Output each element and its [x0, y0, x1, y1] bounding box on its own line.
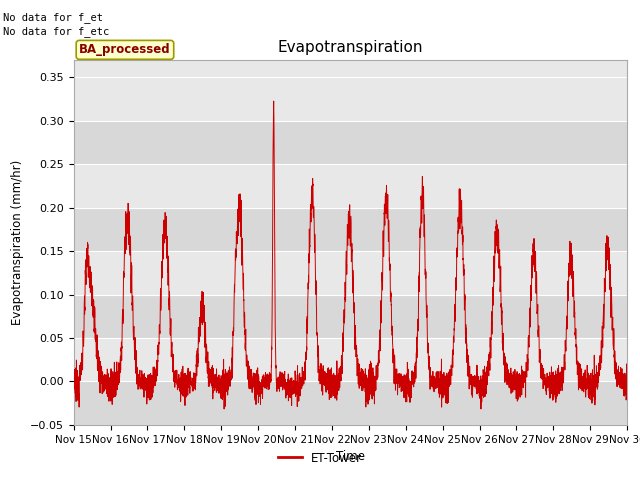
- Bar: [74, 121, 627, 164]
- Y-axis label: Evapotranspiration (mm/hr): Evapotranspiration (mm/hr): [12, 160, 24, 325]
- Bar: [74, 338, 627, 382]
- Text: BA_processed: BA_processed: [79, 43, 171, 56]
- Bar: [74, 77, 627, 121]
- Bar: [74, 251, 627, 295]
- Bar: [74, 295, 627, 338]
- Legend: ET-Tower: ET-Tower: [273, 447, 367, 469]
- Title: Evapotranspiration: Evapotranspiration: [278, 40, 423, 55]
- Bar: [74, 164, 627, 208]
- Bar: [74, 208, 627, 251]
- Text: No data for f_etc: No data for f_etc: [3, 26, 109, 37]
- Bar: [74, 382, 627, 425]
- X-axis label: Time: Time: [336, 450, 365, 463]
- Text: No data for f_et: No data for f_et: [3, 12, 103, 23]
